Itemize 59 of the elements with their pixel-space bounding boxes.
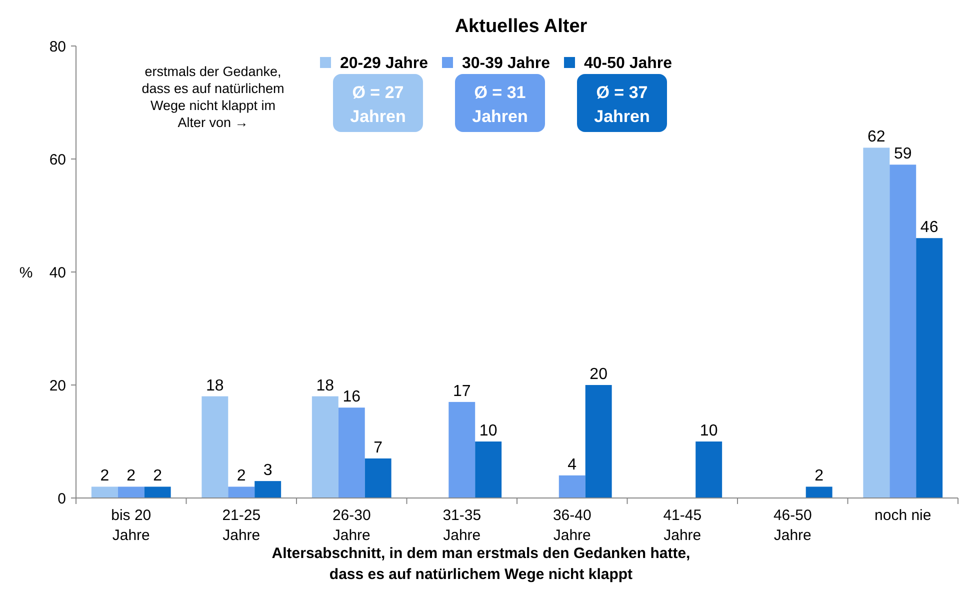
data-label: 2 bbox=[100, 468, 110, 485]
x-tick-label: 31-35 Jahre bbox=[442, 507, 482, 544]
x-axis-title: Altersabschnitt, in dem man erstmals den Gedanken hatte, dass es auf natürlichem Wege nicht klappt bbox=[272, 545, 690, 583]
x-tick-label: 21-25 Jahre bbox=[222, 507, 261, 544]
data-label: 16 bbox=[342, 388, 361, 406]
data-label: 46 bbox=[920, 219, 938, 236]
data-label: 3 bbox=[263, 462, 272, 480]
bar bbox=[448, 402, 476, 498]
data-label: 59 bbox=[894, 146, 912, 163]
bar bbox=[91, 486, 118, 498]
bar bbox=[585, 385, 612, 498]
y-tick-label: 0 bbox=[58, 490, 66, 508]
y-tick-label: 80 bbox=[49, 38, 66, 56]
bar bbox=[916, 238, 943, 498]
x-tick-label: noch nie bbox=[874, 507, 932, 524]
bar bbox=[228, 486, 255, 498]
x-tick-label: 41-45 Jahre bbox=[663, 507, 702, 544]
annotation: erstmals der Gedanke, dass es auf natürlichem Wege nicht klappt im Alter von → bbox=[142, 64, 284, 130]
legend-label: 30-39 Jahre bbox=[462, 55, 550, 72]
bar bbox=[312, 396, 338, 498]
annotation: Ø = 31 Jahren bbox=[472, 83, 528, 126]
data-label: 7 bbox=[374, 439, 383, 456]
bar bbox=[475, 442, 502, 498]
legend-label: 20-29 Jahre bbox=[340, 55, 428, 72]
data-label: 18 bbox=[316, 377, 334, 394]
bar bbox=[806, 486, 832, 498]
bar bbox=[890, 164, 916, 498]
annotation: Ø = 27 Jahren bbox=[350, 83, 406, 126]
y-tick-label: 40 bbox=[49, 264, 66, 282]
data-label: 17 bbox=[452, 382, 471, 400]
chart-title: Aktuelles Alter bbox=[454, 16, 588, 37]
bar bbox=[118, 486, 144, 498]
y-axis-title: % bbox=[19, 264, 33, 282]
bar bbox=[863, 148, 890, 498]
data-label: 4 bbox=[568, 456, 577, 474]
y-tick-label: 20 bbox=[49, 377, 66, 394]
data-label: 2 bbox=[814, 468, 824, 485]
bar bbox=[696, 442, 722, 498]
data-label: 2 bbox=[236, 468, 246, 485]
data-label: 20 bbox=[590, 366, 608, 383]
bar bbox=[202, 396, 228, 498]
bar bbox=[364, 458, 392, 498]
bar bbox=[144, 486, 171, 498]
x-tick-label: 36-40 Jahre bbox=[552, 507, 592, 544]
data-label: 10 bbox=[700, 422, 718, 440]
bar bbox=[558, 475, 586, 498]
data-label: 10 bbox=[479, 422, 498, 440]
x-tick-label: bis 20 Jahre bbox=[111, 507, 152, 544]
x-tick-label: 26-30 Jahre bbox=[332, 507, 371, 544]
legend-label: 40-50 Jahre bbox=[584, 55, 672, 72]
data-label: 62 bbox=[868, 128, 886, 146]
x-tick-label: 46-50 Jahre bbox=[773, 507, 812, 544]
annotation: Ø = 37 Jahren bbox=[594, 83, 650, 126]
y-tick-label: 60 bbox=[49, 151, 66, 168]
data-label: 2 bbox=[126, 468, 136, 485]
bar bbox=[254, 481, 282, 498]
data-label: 2 bbox=[153, 468, 162, 485]
data-label: 18 bbox=[206, 377, 224, 394]
bar bbox=[338, 408, 365, 498]
